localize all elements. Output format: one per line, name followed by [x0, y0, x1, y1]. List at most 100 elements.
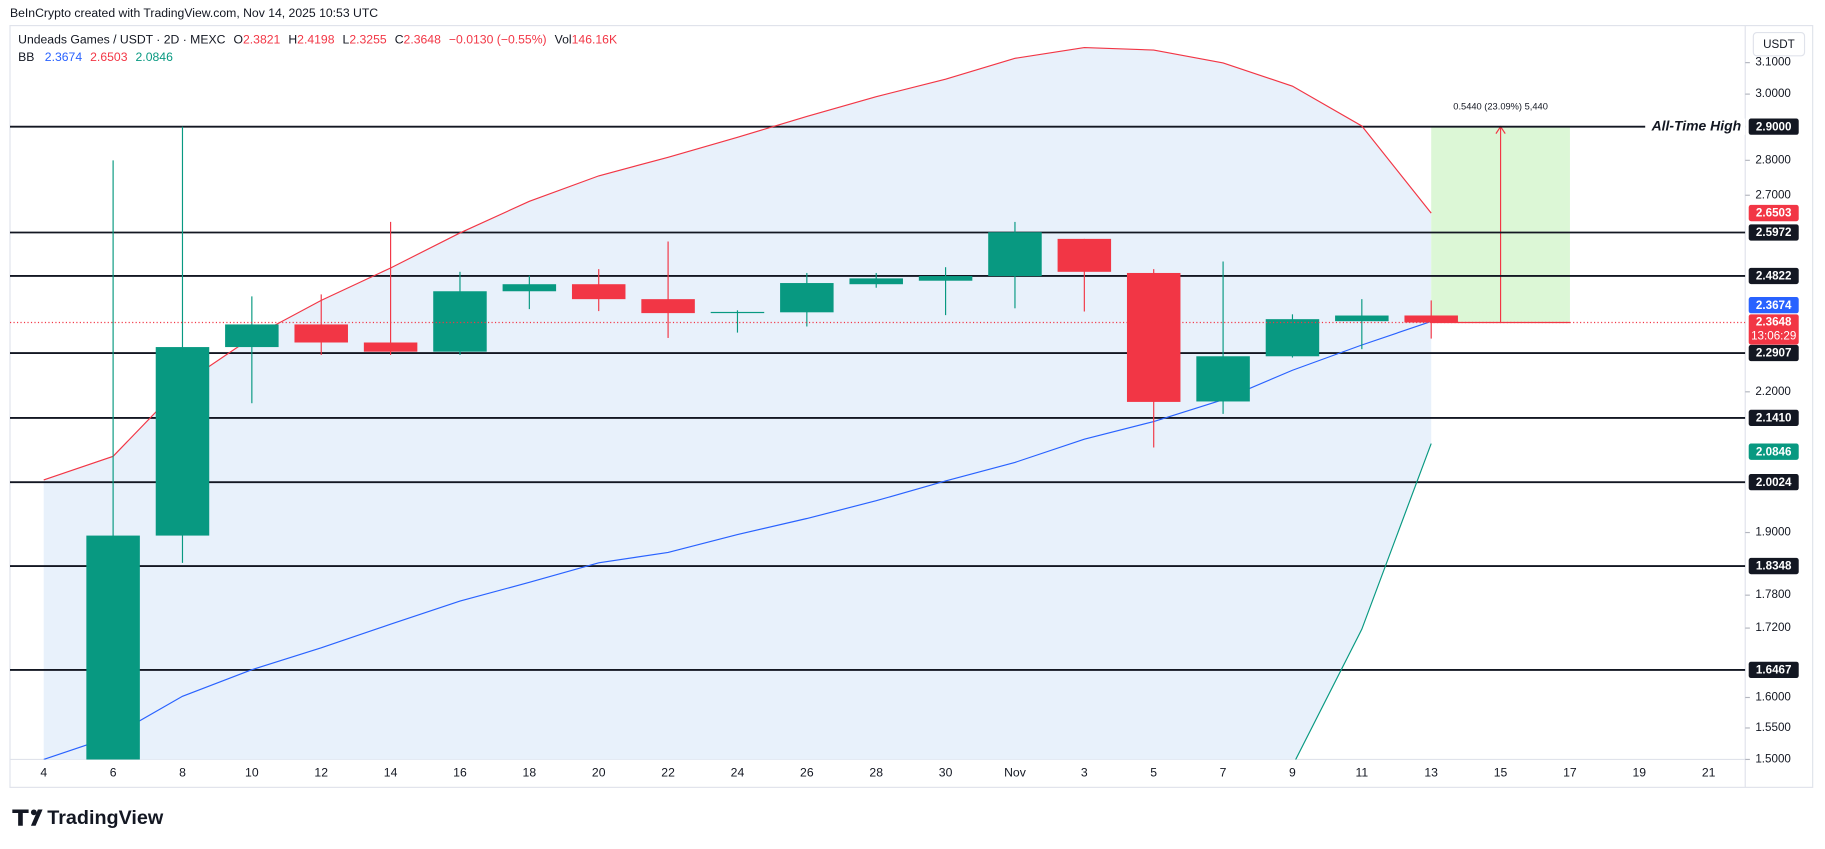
candle-body: [710, 311, 765, 314]
y-tick-label: 1.5500: [1755, 721, 1791, 734]
level-label-box: [1748, 474, 1799, 491]
candle-body: [571, 284, 626, 300]
legend-key: H: [288, 33, 297, 47]
level-label: 1.8348: [1756, 560, 1792, 573]
currency[interactable]: USDT: [1763, 38, 1795, 51]
legend-value: 2.3255: [349, 33, 387, 47]
level-label-box: [1748, 661, 1799, 679]
indicator-value: 2.3674: [45, 50, 83, 64]
symbol-legend: Undeads Games / USDT · 2D · MEXC O2.3821…: [18, 33, 617, 47]
level-label: 2.4822: [1756, 270, 1792, 283]
candle-body: [225, 324, 279, 348]
legend-key: L: [343, 33, 350, 47]
x-tick-label: 13: [1424, 766, 1438, 780]
logo-text: TradingView: [47, 807, 164, 829]
x-tick-label: 3: [1081, 766, 1088, 780]
level-label: 2.5972: [1756, 226, 1792, 239]
x-tick-label: 24: [731, 766, 745, 780]
middle-band-label-box: [1748, 297, 1799, 314]
x-tick-label: 22: [661, 766, 675, 780]
level-label-box: [1748, 557, 1799, 575]
lower-band: [1295, 443, 1432, 760]
x-tick-label: 17: [1563, 766, 1577, 780]
candle-body: [1335, 315, 1389, 322]
legend-key: O: [233, 33, 242, 47]
x-tick-label: 30: [939, 766, 953, 780]
level-label: 2.2907: [1756, 347, 1792, 360]
indicator-name: BB: [18, 50, 34, 64]
candle-body: [502, 284, 557, 292]
legend-value: 146.16K: [572, 33, 617, 47]
level-annotation: All-Time High: [1651, 117, 1742, 133]
y-tick-label: 2.2000: [1755, 385, 1791, 398]
x-tick-label: 18: [523, 766, 537, 780]
currency-box[interactable]: [1752, 31, 1806, 57]
level-label-box: [1748, 267, 1799, 285]
last-price-label: 2.3648: [1756, 316, 1792, 329]
y-tick-label: 1.6000: [1755, 691, 1791, 704]
x-tick-label: 11: [1355, 766, 1368, 780]
legend-key: Vol: [555, 33, 572, 47]
x-tick-label: 8: [179, 766, 186, 780]
x-tick-label: 5: [1150, 766, 1157, 780]
lower-band-label-box: [1748, 443, 1799, 460]
last-price-box: [1748, 314, 1799, 345]
x-tick-label: 21: [1702, 766, 1716, 780]
legend-value: 2.4198: [297, 33, 335, 47]
x-tick-label: 15: [1494, 766, 1508, 780]
y-tick-label: 3.0000: [1755, 87, 1791, 100]
y-tick-label: 1.7200: [1755, 621, 1791, 634]
indicator-legend: BB 2.3674 2.6503 2.0846: [18, 50, 173, 64]
legend-key: C: [395, 33, 404, 47]
candle-body: [155, 347, 210, 536]
y-tick-label: 1.9000: [1755, 526, 1791, 539]
level-label: 2.9000: [1756, 120, 1792, 133]
symbol: Undeads Games / USDT · 2D · MEXC: [18, 33, 225, 47]
band-fill: [43, 47, 1432, 760]
candle-body: [780, 283, 834, 313]
level-label-box: [1748, 224, 1799, 241]
level-label-box: [1748, 118, 1799, 135]
overlay: 3.1000 3.0000 2.8000 2.7000 2.2000 1.9000 1.78…: [40, 56, 1799, 780]
level-label: 1.6467: [1756, 664, 1792, 677]
indicator-value: 2.0846: [136, 50, 174, 64]
y-tick-label: 2.7000: [1755, 188, 1791, 201]
level-label-box: [1748, 344, 1799, 362]
logo-mark: [12, 809, 43, 826]
upper-band-label-box: [1748, 204, 1799, 222]
middle-band: [43, 320, 1432, 760]
plot: [10, 47, 1746, 760]
candle-body: [1057, 238, 1112, 272]
candle-body: [294, 324, 348, 343]
annotation-bg: [1645, 118, 1746, 135]
candle-body: [433, 291, 487, 352]
candle-body: [86, 535, 140, 760]
candle-body: [1126, 272, 1181, 402]
x-tick-label: 28: [869, 766, 883, 780]
candle-body: [918, 276, 973, 281]
x-tick-label: 7: [1220, 766, 1227, 780]
logo: TradingView: [12, 807, 164, 829]
x-tick-label: 26: [800, 766, 814, 780]
countdown: 13:06:29: [1751, 330, 1796, 343]
x-tick-label: 12: [314, 766, 328, 780]
chart-frame: [9, 25, 1814, 788]
lower-band-label: 2.0846: [1756, 445, 1792, 458]
logo-dot: [30, 809, 37, 816]
level-label: 2.1410: [1756, 412, 1792, 425]
candle-body: [1265, 319, 1320, 357]
measure-label: 0.5440 (23.09%) 5,440: [1453, 101, 1548, 111]
level-label-box: [1748, 409, 1799, 427]
x-tick-label: 16: [453, 766, 467, 780]
candle-body: [363, 342, 418, 352]
legend-change: −0.0130 (−0.55%): [449, 33, 547, 47]
x-tick-label: Nov: [1004, 766, 1027, 780]
x-tick-label: 14: [384, 766, 398, 780]
legend-value: 2.3821: [243, 33, 281, 47]
indicator-value: 2.6503: [90, 50, 128, 64]
x-tick-label: 4: [40, 766, 47, 780]
candle-body: [849, 278, 903, 285]
candle-body: [1404, 315, 1458, 323]
